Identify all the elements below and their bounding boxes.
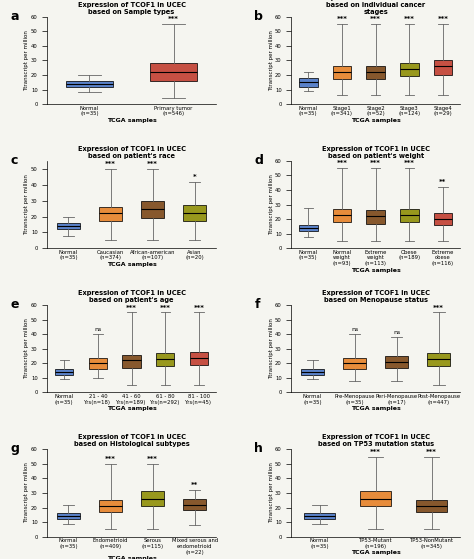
PathPatch shape (366, 67, 385, 79)
Text: c: c (10, 154, 18, 167)
PathPatch shape (333, 67, 351, 79)
Text: ***: *** (147, 456, 158, 462)
Title: Expression of TCOF1 in UCEC
based on patient's race: Expression of TCOF1 in UCEC based on pat… (78, 146, 185, 159)
Text: *: * (193, 174, 197, 180)
Text: ***: *** (105, 456, 116, 462)
Title: Expression of TCOF1 in UCEC
based on patient's age: Expression of TCOF1 in UCEC based on pat… (78, 290, 185, 304)
Y-axis label: Ttranscript per million: Ttranscript per million (25, 462, 29, 523)
Text: ***: *** (404, 160, 415, 167)
Text: h: h (255, 442, 263, 455)
Title: Expression of TCOF1 in UCEC
based on Sample types: Expression of TCOF1 in UCEC based on Sam… (78, 2, 185, 15)
PathPatch shape (400, 209, 419, 222)
Text: ***: *** (105, 161, 116, 167)
X-axis label: TCGA samples: TCGA samples (107, 262, 156, 267)
PathPatch shape (183, 499, 206, 510)
Text: ***: *** (126, 305, 137, 311)
Text: **: ** (191, 482, 198, 489)
PathPatch shape (434, 214, 452, 225)
PathPatch shape (366, 210, 385, 224)
Y-axis label: Ttranscript per million: Ttranscript per million (269, 30, 273, 91)
PathPatch shape (122, 354, 141, 368)
Text: a: a (10, 10, 19, 23)
PathPatch shape (99, 500, 122, 512)
Y-axis label: Ttranscript per million: Ttranscript per million (269, 174, 273, 235)
X-axis label: TCGA samples: TCGA samples (351, 550, 401, 555)
Text: ***: *** (433, 305, 444, 311)
Text: ***: *** (370, 160, 381, 167)
Text: ns: ns (351, 328, 358, 333)
PathPatch shape (141, 491, 164, 506)
PathPatch shape (190, 352, 208, 365)
Y-axis label: Ttranscript per million: Ttranscript per million (25, 174, 29, 235)
X-axis label: TCGA samples: TCGA samples (107, 556, 156, 559)
PathPatch shape (66, 81, 113, 87)
PathPatch shape (156, 353, 174, 366)
Text: ***: *** (147, 161, 158, 167)
PathPatch shape (151, 63, 197, 81)
PathPatch shape (99, 207, 122, 221)
PathPatch shape (89, 358, 107, 369)
Text: ***: *** (337, 160, 347, 167)
PathPatch shape (57, 513, 80, 519)
Text: ***: *** (426, 449, 437, 455)
Text: f: f (255, 298, 260, 311)
Y-axis label: Ttranscript per million: Ttranscript per million (25, 30, 29, 91)
Text: ***: *** (370, 449, 381, 455)
Text: ns: ns (393, 330, 400, 335)
Y-axis label: Ttranscript per million: Ttranscript per million (25, 318, 29, 379)
PathPatch shape (343, 358, 366, 369)
PathPatch shape (55, 369, 73, 375)
PathPatch shape (299, 78, 318, 87)
Text: **: ** (439, 179, 447, 186)
Text: ***: *** (160, 305, 171, 311)
Text: g: g (10, 442, 19, 455)
X-axis label: TCGA samples: TCGA samples (351, 268, 401, 273)
X-axis label: TCGA samples: TCGA samples (351, 406, 401, 411)
Text: d: d (255, 154, 263, 167)
X-axis label: TCGA samples: TCGA samples (351, 118, 401, 123)
Title: Expression of TCOF1 in UCEC
based on TP53 mutation status: Expression of TCOF1 in UCEC based on TP5… (318, 434, 434, 448)
Text: ***: *** (337, 16, 347, 22)
Text: ***: *** (438, 16, 448, 22)
PathPatch shape (299, 225, 318, 231)
Text: e: e (10, 298, 19, 311)
PathPatch shape (304, 513, 335, 519)
PathPatch shape (333, 209, 351, 222)
PathPatch shape (301, 369, 324, 375)
Text: ns: ns (94, 328, 101, 333)
PathPatch shape (400, 63, 419, 77)
X-axis label: TCGA samples: TCGA samples (107, 406, 156, 411)
X-axis label: TCGA samples: TCGA samples (107, 118, 156, 123)
Title: Expression of TCOF1 in UCEC
based on patient's weight: Expression of TCOF1 in UCEC based on pat… (322, 146, 429, 159)
Title: Expression of TCOF1 in UCEC
based on Histological subtypes: Expression of TCOF1 in UCEC based on His… (73, 434, 190, 448)
Text: ***: *** (370, 16, 381, 22)
PathPatch shape (416, 500, 447, 512)
Text: ***: *** (193, 305, 204, 311)
Text: b: b (255, 10, 263, 23)
PathPatch shape (434, 60, 452, 75)
PathPatch shape (141, 201, 164, 218)
Text: ***: *** (168, 16, 179, 22)
PathPatch shape (360, 491, 391, 506)
Y-axis label: Ttranscript per million: Ttranscript per million (269, 318, 273, 379)
PathPatch shape (427, 353, 450, 366)
Title: Expression of TCOF1 in UCEC
based on individual cancer
stages: Expression of TCOF1 in UCEC based on ind… (322, 0, 429, 15)
Text: ***: *** (404, 16, 415, 22)
Y-axis label: Ttranscript per million: Ttranscript per million (269, 462, 273, 523)
Title: Expression of TCOF1 in UCEC
based on Menopause status: Expression of TCOF1 in UCEC based on Men… (322, 290, 429, 304)
PathPatch shape (183, 205, 206, 221)
PathPatch shape (57, 223, 80, 229)
PathPatch shape (385, 356, 408, 368)
